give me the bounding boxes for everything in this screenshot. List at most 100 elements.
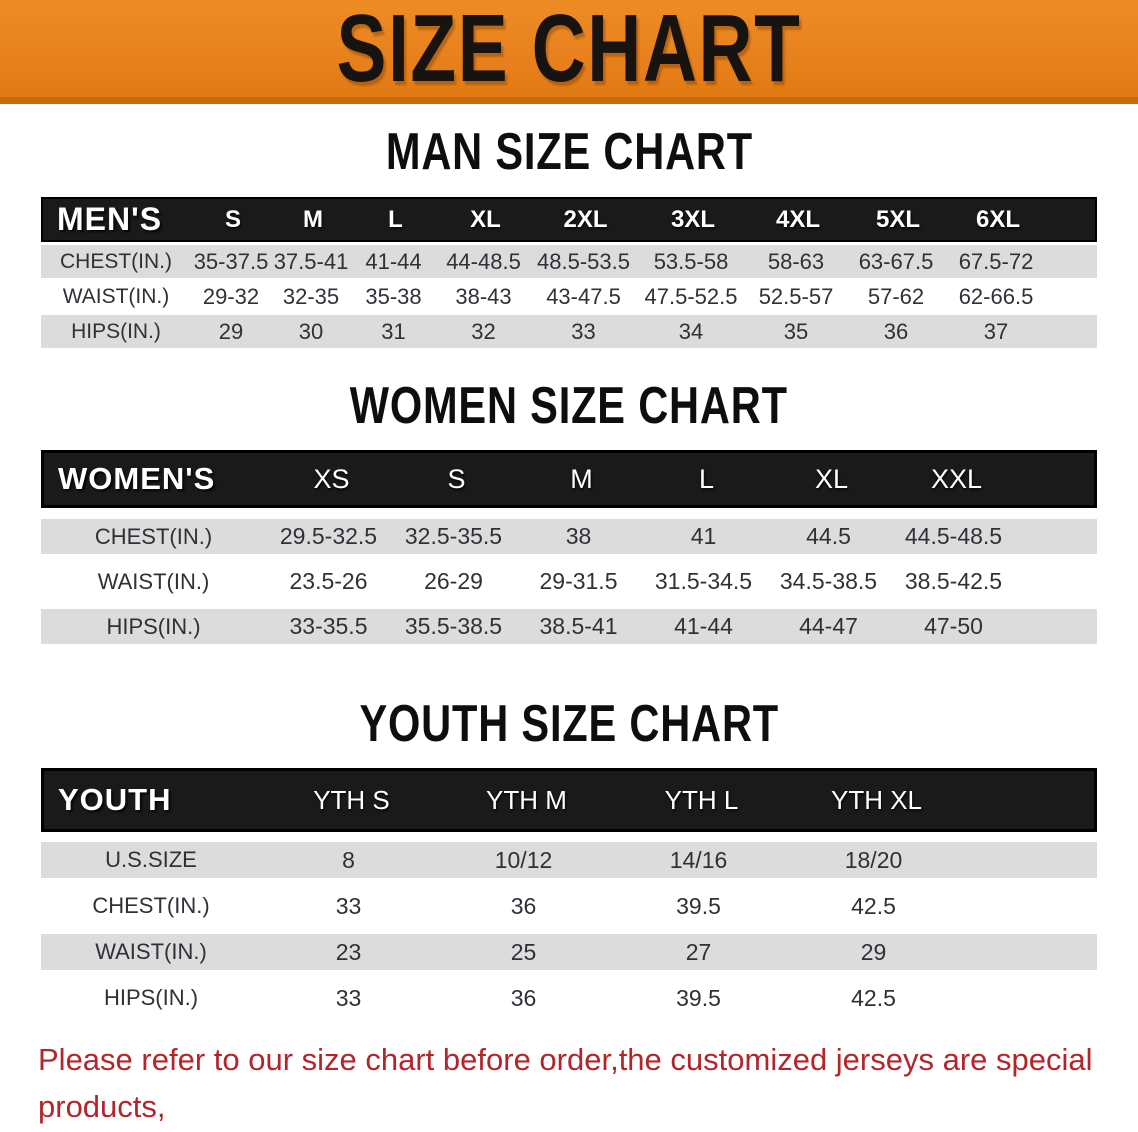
women-waist-in-value-m: 29-31.5 xyxy=(539,568,618,594)
women-column-header-s: S xyxy=(447,463,466,494)
men-column-header-3xl: 3XL xyxy=(670,205,715,233)
youth-u-s-size-value-yth-xl: 18/20 xyxy=(844,846,903,873)
men-chest-in-value-l: 41-44 xyxy=(365,248,422,274)
women-waist-in-value-s: 26-29 xyxy=(424,568,483,594)
women-chest-in-value-s: 32.5-35.5 xyxy=(404,523,503,549)
women-size-chart-heading: WOMEN SIZE CHART xyxy=(0,380,1138,432)
women-waist-in-value-l: 31.5-34.5 xyxy=(654,568,753,594)
women-chest-in-value-l: 41 xyxy=(690,523,717,549)
men-column-header-2xl: 2XL xyxy=(563,205,608,233)
men-column-header-m: M xyxy=(303,205,323,233)
youth-row-hips-in: HIPS(IN.) 33 36 39.5 42.5 xyxy=(41,980,1097,1016)
youth-chest-in-value-yth-xl: 42.5 xyxy=(851,892,896,919)
banner-title: SIZE CHART xyxy=(336,0,802,102)
men-waist-in-value-3xl: 47.5-52.5 xyxy=(644,283,738,309)
women-column-header-l: L xyxy=(698,463,715,494)
men-chest-in-value-3xl: 53.5-58 xyxy=(653,248,729,274)
youth-u-s-size-value-yth-m: 10/12 xyxy=(494,846,553,873)
youth-waist-in-value-yth-l: 27 xyxy=(685,938,712,965)
women-size-chart-heading-text: WOMEN SIZE CHART xyxy=(349,377,789,435)
men-hips-in-value-5xl: 36 xyxy=(883,318,909,344)
men-chest-in-value-m: 37.5-41 xyxy=(273,248,349,274)
men-column-header-l: L xyxy=(388,205,403,233)
men-row-label-hips-in: HIPS(IN.) xyxy=(71,319,161,343)
men-hips-in-value-m: 30 xyxy=(298,318,324,344)
women-waist-in-value-xl: 34.5-38.5 xyxy=(779,568,878,594)
youth-size-table: YOUTH YTH S YTH M YTH L YTH XL U.S.SIZE 8 10/12… xyxy=(41,768,1097,1026)
women-waist-in-value-xs: 23.5-26 xyxy=(289,568,368,594)
men-hips-in-value-xl: 32 xyxy=(471,318,496,344)
men-row-label-waist-in: WAIST(IN.) xyxy=(62,284,170,308)
youth-hips-in-value-yth-l: 39.5 xyxy=(676,984,721,1011)
youth-chest-in-value-yth-s: 33 xyxy=(335,892,362,919)
men-table-header-row: MEN'S S M L XL 2XL 3XL 4XL 5XL 6XL xyxy=(41,197,1097,242)
youth-hips-in-value-yth-s: 33 xyxy=(335,984,362,1011)
men-waist-in-value-s: 29-32 xyxy=(202,283,260,309)
women-column-header-xs: XS xyxy=(313,463,350,494)
women-column-header-xl: XL xyxy=(814,463,849,494)
youth-row-chest-in: CHEST(IN.) 33 36 39.5 42.5 xyxy=(41,888,1097,924)
men-row-chest-in: CHEST(IN.) 35-37.5 37.5-41 41-44 44-48.5 48.5… xyxy=(41,245,1097,278)
youth-size-chart-heading-text: YOUTH SIZE CHART xyxy=(359,695,779,753)
youth-waist-in-value-yth-xl: 29 xyxy=(860,938,887,965)
youth-column-header-yth-s: YTH S xyxy=(313,784,390,815)
women-corner-label: WOMEN'S xyxy=(58,461,216,496)
men-hips-in-value-6xl: 37 xyxy=(983,318,1009,344)
men-row-waist-in: WAIST(IN.) 29-32 32-35 35-38 38-43 43-47.5 47.… xyxy=(41,280,1097,313)
youth-column-header-yth-m: YTH M xyxy=(486,784,567,815)
youth-u-s-size-value-yth-l: 14/16 xyxy=(669,846,728,873)
youth-hips-in-value-yth-m: 36 xyxy=(510,984,537,1011)
youth-hips-in-value-yth-xl: 42.5 xyxy=(851,984,896,1011)
men-chest-in-value-4xl: 58-63 xyxy=(767,248,825,274)
men-waist-in-value-2xl: 43-47.5 xyxy=(546,283,621,309)
men-waist-in-value-l: 35-38 xyxy=(365,283,422,309)
women-row-label-hips-in: HIPS(IN.) xyxy=(106,613,201,639)
men-column-header-4xl: 4XL xyxy=(775,205,820,233)
men-column-header-5xl: 5XL xyxy=(875,205,920,233)
women-hips-in-value-s: 35.5-38.5 xyxy=(404,613,503,639)
men-chest-in-value-2xl: 48.5-53.5 xyxy=(537,248,630,274)
men-row-hips-in: HIPS(IN.) 29 30 31 32 33 34 35 36 37 xyxy=(41,315,1097,348)
men-column-header-xl: XL xyxy=(470,205,501,233)
youth-row-u-s-size: U.S.SIZE 8 10/12 14/16 18/20 xyxy=(41,842,1097,878)
men-waist-in-value-m: 32-35 xyxy=(282,283,340,309)
man-size-chart-heading: MAN SIZE CHART xyxy=(0,126,1138,178)
men-corner-label: MEN'S xyxy=(57,201,163,237)
women-row-label-waist-in: WAIST(IN.) xyxy=(97,568,210,594)
men-hips-in-value-3xl: 34 xyxy=(678,318,704,344)
men-waist-in-value-4xl: 52.5-57 xyxy=(758,283,834,309)
women-hips-in-value-m: 38.5-41 xyxy=(539,613,618,639)
women-hips-in-value-xl: 44-47 xyxy=(799,613,858,639)
youth-column-header-yth-l: YTH L xyxy=(664,784,739,815)
women-column-header-m: M xyxy=(570,463,593,494)
men-chest-in-value-s: 35-37.5 xyxy=(193,248,269,274)
women-row-hips-in: HIPS(IN.) 33-35.5 35.5-38.5 38.5-41 41-44 44-… xyxy=(41,609,1097,644)
men-hips-in-value-2xl: 33 xyxy=(571,318,596,344)
youth-table-header-row: YOUTH YTH S YTH M YTH L YTH XL xyxy=(41,768,1097,832)
men-chest-in-value-5xl: 63-67.5 xyxy=(858,248,934,274)
men-row-label-chest-in: CHEST(IN.) xyxy=(60,249,172,273)
youth-row-label-waist-in: WAIST(IN.) xyxy=(95,939,207,964)
disclaimer: Please refer to our size chart before or… xyxy=(38,1036,1118,1132)
women-waist-in-value-xxl: 38.5-42.5 xyxy=(904,568,1003,594)
men-hips-in-value-s: 29 xyxy=(218,318,244,344)
women-table-header-row: WOMEN'S XS S M L XL XXL xyxy=(41,450,1097,508)
men-hips-in-value-4xl: 35 xyxy=(783,318,809,344)
youth-row-label-hips-in: HIPS(IN.) xyxy=(103,985,199,1010)
youth-chest-in-value-yth-l: 39.5 xyxy=(676,892,721,919)
women-chest-in-value-xxl: 44.5-48.5 xyxy=(904,523,1003,549)
women-hips-in-value-l: 41-44 xyxy=(674,613,733,639)
women-chest-in-value-xl: 44.5 xyxy=(806,523,851,549)
women-chest-in-value-m: 38 xyxy=(565,523,592,549)
men-column-header-s: S xyxy=(224,205,241,233)
men-chest-in-value-6xl: 67.5-72 xyxy=(958,248,1034,274)
women-row-waist-in: WAIST(IN.) 23.5-26 26-29 29-31.5 31.5-34.5 34… xyxy=(41,564,1097,599)
men-hips-in-value-l: 31 xyxy=(381,318,406,344)
youth-waist-in-value-yth-s: 23 xyxy=(335,938,362,965)
men-chest-in-value-xl: 44-48.5 xyxy=(446,248,521,274)
youth-corner-label: YOUTH xyxy=(58,782,172,817)
man-size-chart-heading-text: MAN SIZE CHART xyxy=(385,123,753,181)
man-size-table: MEN'S S M L XL 2XL 3XL 4XL 5XL 6XL CHEST(IN.) 35-37… xyxy=(41,197,1097,350)
women-size-table: WOMEN'S XS S M L XL XXL CHEST(IN.) 29.5-32.5 32.5… xyxy=(41,450,1097,654)
